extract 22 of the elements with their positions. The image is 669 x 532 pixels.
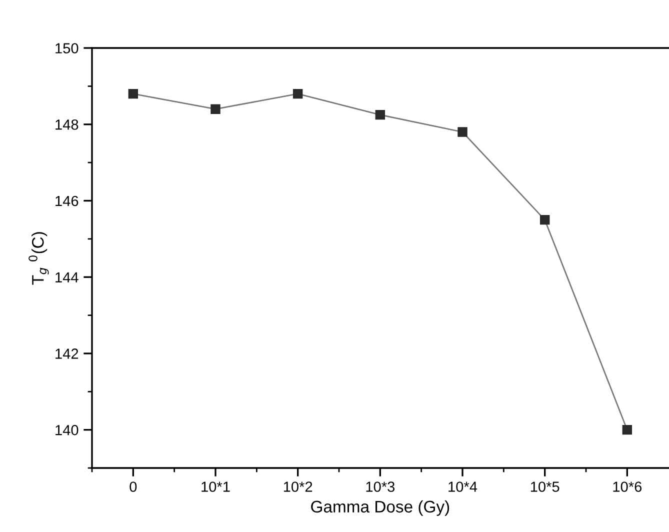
x-tick-label: 10*4 — [448, 482, 478, 492]
x-tick-label: 10*1 — [202, 482, 230, 492]
y-tick-label: 148 — [56, 119, 78, 130]
y-tick-label: 140 — [56, 424, 78, 436]
x-tick-label: 0 — [130, 482, 137, 492]
point — [540, 214, 550, 225]
x-tick-label: 10*6 — [613, 482, 642, 492]
y-tick-label: 142 — [56, 348, 78, 359]
point — [210, 104, 220, 114]
x-tick-label: 10*5 — [530, 482, 560, 492]
point — [375, 110, 386, 120]
point — [292, 88, 303, 99]
point — [128, 88, 138, 99]
x-axis-title: Gamma Dose (Gy) — [311, 500, 450, 516]
y-tick-label: 146 — [56, 196, 78, 206]
x-tick-label: 10*2 — [284, 482, 312, 492]
x-tick-label: 10*3 — [366, 482, 395, 492]
y-tick-label: 144 — [56, 272, 78, 282]
point — [458, 127, 468, 137]
y-axis-title: T$_{g}$ $^{0}$(C) — [28, 232, 49, 285]
y-tick-label: 150 — [56, 43, 78, 54]
point — [622, 424, 632, 435]
